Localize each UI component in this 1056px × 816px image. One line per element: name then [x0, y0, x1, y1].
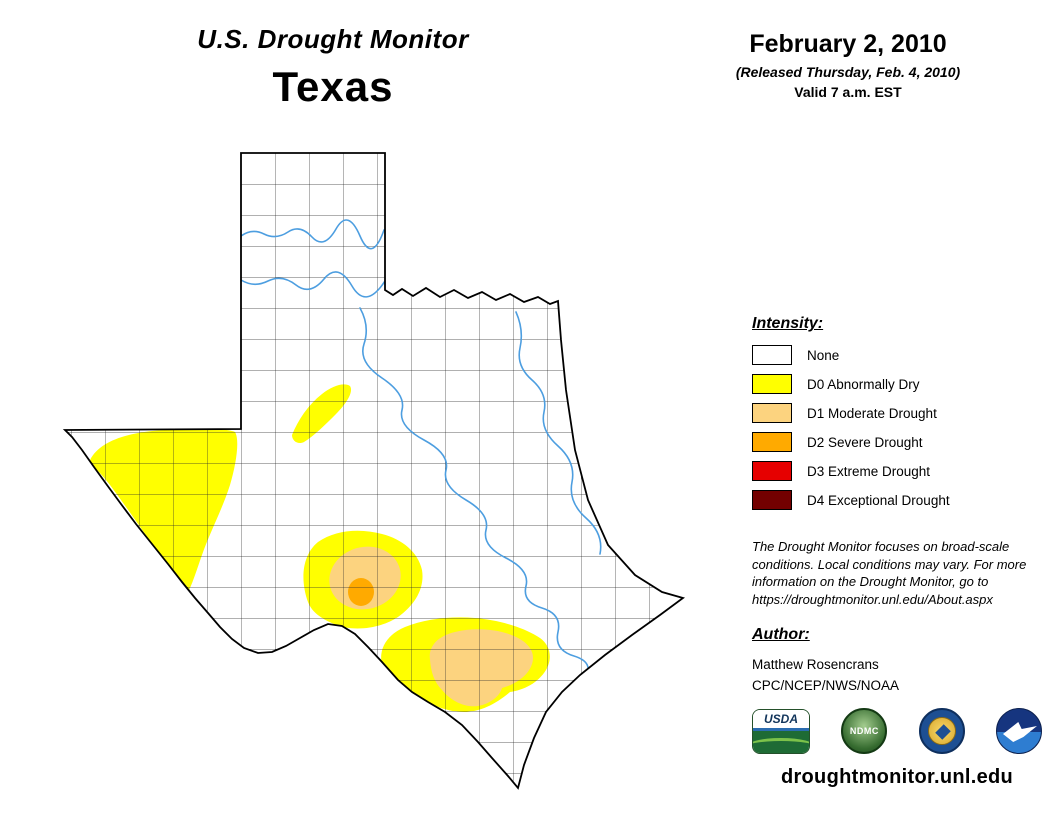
author-heading: Author: [752, 626, 810, 643]
legend-swatch-d3 [752, 461, 792, 481]
legend-label-d1: D1 Moderate Drought [807, 405, 937, 421]
legend-row: D3 Extreme Drought [752, 461, 1042, 481]
legend-swatch-d2 [752, 432, 792, 452]
river-brazos [359, 307, 590, 679]
legend-row: D2 Severe Drought [752, 432, 1042, 452]
map-container [30, 140, 710, 805]
disclaimer-text: The Drought Monitor focuses on broad-sca… [752, 539, 1027, 607]
legend-label-d3: D3 Extreme Drought [807, 463, 931, 479]
noaa-logo [995, 708, 1042, 754]
date-block: February 2, 2010 (Released Thursday, Feb… [698, 30, 998, 100]
ndmc-logo: NDMC [841, 708, 888, 754]
region-title: Texas [272, 63, 394, 110]
legend-swatch-d1 [752, 403, 792, 423]
author-name: Matthew Rosencrans [752, 657, 879, 672]
legend-label-d0: D0 Abnormally Dry [807, 376, 920, 392]
noaa-bird-icon [1002, 722, 1037, 742]
commerce-seal-emblem [927, 717, 956, 745]
legend-swatch-none [752, 345, 792, 365]
legend-row: D0 Abnormally Dry [752, 374, 1042, 394]
river-red-fork [240, 271, 386, 298]
legend-swatch-d4 [752, 490, 792, 510]
usda-logo-wave [753, 737, 809, 753]
title-block: U.S. Drought Monitor Texas [133, 24, 533, 111]
river-trinity [515, 311, 602, 555]
river-canadian [240, 219, 385, 250]
map-date: February 2, 2010 [749, 30, 947, 58]
usda-logo-field [753, 727, 809, 753]
legend-swatch-d0 [752, 374, 792, 394]
ndmc-logo-text: NDMC [849, 726, 879, 736]
author-block: Author: Matthew Rosencrans CPC/NCEP/NWS/… [752, 626, 1042, 697]
usda-logo-text: USDA [753, 709, 809, 728]
footer-url: droughtmonitor.unl.edu [780, 766, 1014, 788]
county-grid [65, 153, 683, 788]
legend-heading: Intensity: [752, 315, 824, 332]
legend-label-d4: D4 Exceptional Drought [807, 492, 950, 508]
author-org: CPC/NCEP/NWS/NOAA [752, 677, 900, 693]
commerce-seal-logo [918, 708, 965, 754]
legend: Intensity: None D0 Abnormally Dry D1 Mod… [752, 315, 1042, 519]
texas-state-outline [62, 152, 686, 790]
release-date: (Released Thursday, Feb. 4, 2010) [735, 64, 961, 80]
usda-logo: USDA [752, 708, 810, 754]
legend-row: D4 Exceptional Drought [752, 490, 1042, 510]
logo-row: USDA NDMC [752, 706, 1042, 756]
texas-drought-map [62, 152, 686, 790]
page-title: U.S. Drought Monitor [197, 24, 469, 54]
legend-label-none: None [807, 347, 840, 363]
legend-row: D1 Moderate Drought [752, 403, 1042, 423]
legend-label-d2: D2 Severe Drought [807, 434, 923, 450]
legend-row: None [752, 345, 1042, 365]
valid-time: Valid 7 a.m. EST [794, 84, 902, 100]
